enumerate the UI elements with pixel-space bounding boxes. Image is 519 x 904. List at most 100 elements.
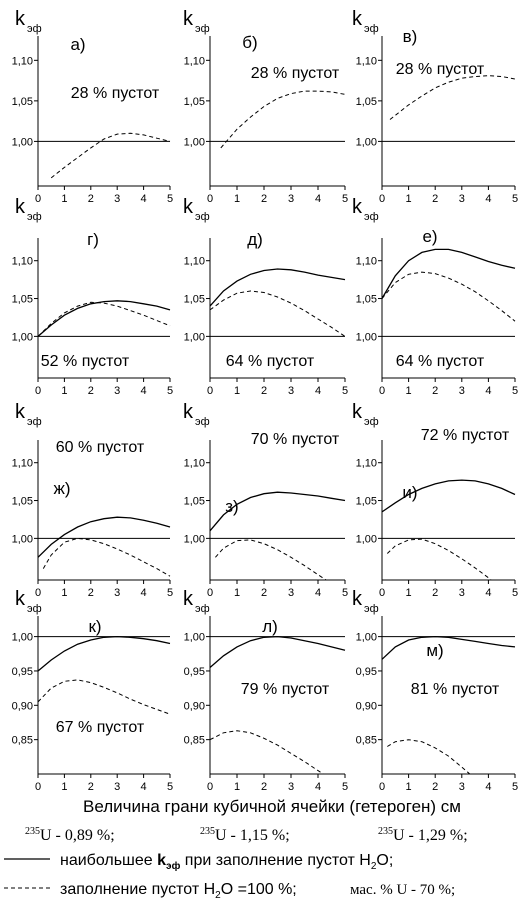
x-tick-label: 2 <box>261 385 267 397</box>
curve <box>50 132 171 179</box>
annotation: 67 % пустот <box>56 719 145 736</box>
x-tick-label: 3 <box>288 781 294 793</box>
curve <box>386 538 492 581</box>
legend-part: O; <box>376 852 393 869</box>
curve <box>220 90 346 149</box>
isotope-mass: 235 <box>200 826 215 837</box>
x-tick-label: 3 <box>288 587 294 599</box>
x-tick-label: 0 <box>35 193 41 205</box>
x-tick-label: 2 <box>432 587 438 599</box>
x-tick-label: 5 <box>342 385 348 397</box>
y-tick-label: 1,05 <box>184 96 205 108</box>
x-tick-label: 1 <box>61 385 67 397</box>
x-tick-label: 0 <box>35 781 41 793</box>
x-tick-label: 5 <box>512 385 518 397</box>
x-tick-label: 2 <box>88 781 94 793</box>
curve <box>42 537 171 577</box>
y-tick-label: 1,00 <box>356 136 377 148</box>
y-axis-label: k <box>352 401 363 423</box>
legend-text: заполнение пустот H2O =100 %; <box>60 881 297 901</box>
x-tick-label: 0 <box>207 587 213 599</box>
y-tick-label: 1,00 <box>12 331 33 343</box>
curve <box>387 739 471 775</box>
x-tick-label: 1 <box>234 385 240 397</box>
x-tick-label: 4 <box>141 587 147 599</box>
panel-label: к) <box>88 617 101 636</box>
curve <box>381 248 516 299</box>
annotation: 28 % пустот <box>396 61 485 78</box>
x-tick-label: 2 <box>88 385 94 397</box>
annotation: 64 % пустот <box>226 353 315 370</box>
y-tick-label: 1,05 <box>356 294 377 306</box>
x-tick-label: 3 <box>459 193 465 205</box>
x-tick-label: 4 <box>485 385 491 397</box>
y-tick-label: 1,10 <box>12 256 33 268</box>
x-tick-label: 0 <box>207 193 213 205</box>
curve <box>209 635 346 668</box>
annotation: 79 % пустот <box>241 681 330 698</box>
y-axis-label-sub: эф <box>195 23 210 35</box>
x-tick-label: 5 <box>167 781 173 793</box>
x-tick-label: 1 <box>406 781 412 793</box>
annotation: 70 % пустот <box>251 431 340 448</box>
legend-sub: эф <box>166 860 181 872</box>
x-tick-label: 1 <box>406 193 412 205</box>
y-tick-label: 1,00 <box>12 136 33 148</box>
y-axis-label: k <box>183 588 194 610</box>
x-tick-label: 2 <box>432 193 438 205</box>
curve <box>209 268 346 307</box>
y-tick-label: 0,95 <box>184 666 205 678</box>
legend-text: наибольшее kэф при заполнение пустот H2O… <box>60 852 393 872</box>
x-tick-label: 4 <box>315 781 321 793</box>
y-axis-label: k <box>183 196 194 218</box>
panel-label: з) <box>225 497 238 516</box>
y-axis-label: k <box>15 588 26 610</box>
y-axis-label-sub: эф <box>195 416 210 428</box>
curve <box>381 635 516 660</box>
panel-label: б) <box>242 33 257 52</box>
annotation: 52 % пустот <box>41 353 130 370</box>
x-tick-label: 2 <box>261 587 267 599</box>
y-axis-label: k <box>15 401 26 423</box>
y-tick-label: 0,90 <box>12 700 33 712</box>
isotope-label: 235U - 0,89 %; <box>25 826 115 844</box>
y-tick-label: 0,85 <box>184 735 205 747</box>
x-tick-label: 0 <box>379 193 385 205</box>
y-axis-label-sub: эф <box>27 603 42 615</box>
x-tick-label: 0 <box>379 781 385 793</box>
y-tick-label: 1,10 <box>356 55 377 67</box>
annotation: 72 % пустот <box>421 427 510 444</box>
curve <box>381 479 516 513</box>
annotation: 64 % пустот <box>396 353 485 370</box>
x-tick-label: 0 <box>207 781 213 793</box>
curve <box>215 539 327 581</box>
y-tick-label: 0,95 <box>356 666 377 678</box>
y-tick-label: 1,10 <box>356 256 377 268</box>
x-tick-label: 1 <box>406 587 412 599</box>
y-axis-label: k <box>15 196 26 218</box>
legend-sub: 2 <box>371 861 377 872</box>
y-tick-label: 1,05 <box>12 496 33 508</box>
legend-note: мас. % U - 70 %; <box>350 882 455 898</box>
x-axis-title: Величина грани кубичной ячейки (гетероге… <box>83 797 461 816</box>
x-tick-label: 0 <box>379 587 385 599</box>
x-tick-label: 1 <box>406 385 412 397</box>
x-tick-label: 0 <box>207 385 213 397</box>
x-tick-label: 3 <box>459 587 465 599</box>
x-tick-label: 3 <box>114 781 120 793</box>
y-axis-label-sub: эф <box>364 211 379 223</box>
y-tick-label: 1,00 <box>356 533 377 545</box>
x-tick-label: 1 <box>61 193 67 205</box>
y-tick-label: 1,05 <box>356 496 377 508</box>
isotope-mass: 235 <box>378 826 393 837</box>
curve <box>37 635 171 672</box>
y-axis-label-sub: эф <box>27 211 42 223</box>
x-tick-label: 1 <box>234 193 240 205</box>
y-tick-label: 0,85 <box>356 735 377 747</box>
curve <box>381 271 516 322</box>
annotation: 81 % пустот <box>411 681 500 698</box>
legend-part: при заполнение пустот H <box>180 852 371 869</box>
legend-sub: 2 <box>215 890 221 901</box>
annotation: 28 % пустот <box>251 65 340 82</box>
y-tick-label: 1,00 <box>184 331 205 343</box>
